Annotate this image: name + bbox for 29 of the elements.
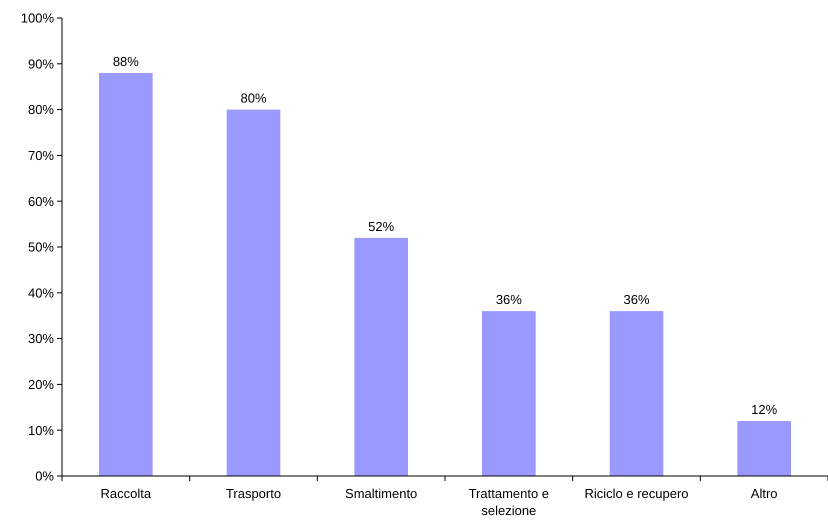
x-tick-label: Altro (750, 486, 778, 501)
x-tick-label: Riciclo e recupero (584, 486, 689, 501)
y-tick-label: 90% (28, 56, 54, 72)
x-tick-label: Trasporto (226, 486, 282, 501)
y-tick-label: 40% (28, 285, 54, 300)
bar (610, 311, 664, 476)
data-label: 36% (623, 292, 650, 308)
x-tick-label: Smaltimento (345, 486, 418, 501)
data-label: 12% (751, 402, 778, 418)
bar (482, 311, 536, 476)
x-tick-label: Raccolta (100, 486, 152, 501)
y-tick-label: 30% (28, 331, 54, 346)
y-tick-label: 100% (20, 10, 54, 26)
y-tick-label: 60% (28, 194, 54, 209)
data-label: 88% (112, 54, 140, 69)
bar (737, 421, 791, 476)
bar (226, 110, 280, 476)
y-tick-label: 70% (28, 148, 54, 163)
data-label: 52% (368, 218, 395, 234)
y-tick-label: 20% (28, 376, 54, 392)
bar (354, 238, 408, 476)
data-label: 36% (496, 292, 522, 308)
y-tick-label: 50% (28, 240, 54, 255)
y-tick-label: 10% (28, 422, 54, 438)
bar (99, 72, 153, 476)
y-tick-label: 80% (28, 102, 54, 118)
x-tick-label: Trattamento e selezione (468, 486, 550, 518)
y-tick-label: 0% (35, 468, 54, 484)
data-label: 80% (240, 90, 267, 106)
